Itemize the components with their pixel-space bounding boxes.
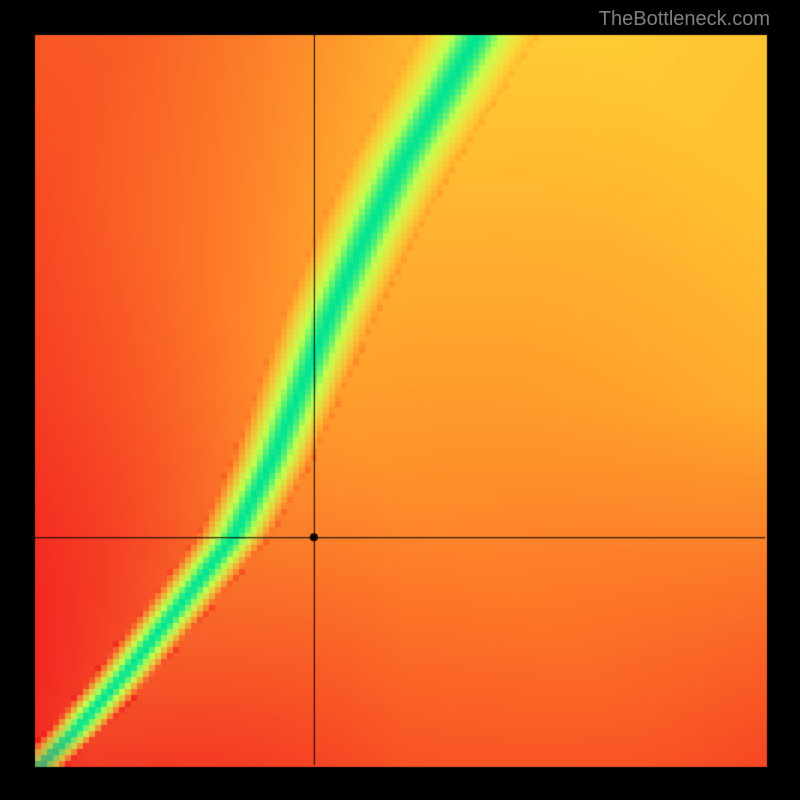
heatmap-canvas [0, 0, 800, 800]
chart-container: TheBottleneck.com [0, 0, 800, 800]
watermark-text: TheBottleneck.com [599, 8, 770, 31]
